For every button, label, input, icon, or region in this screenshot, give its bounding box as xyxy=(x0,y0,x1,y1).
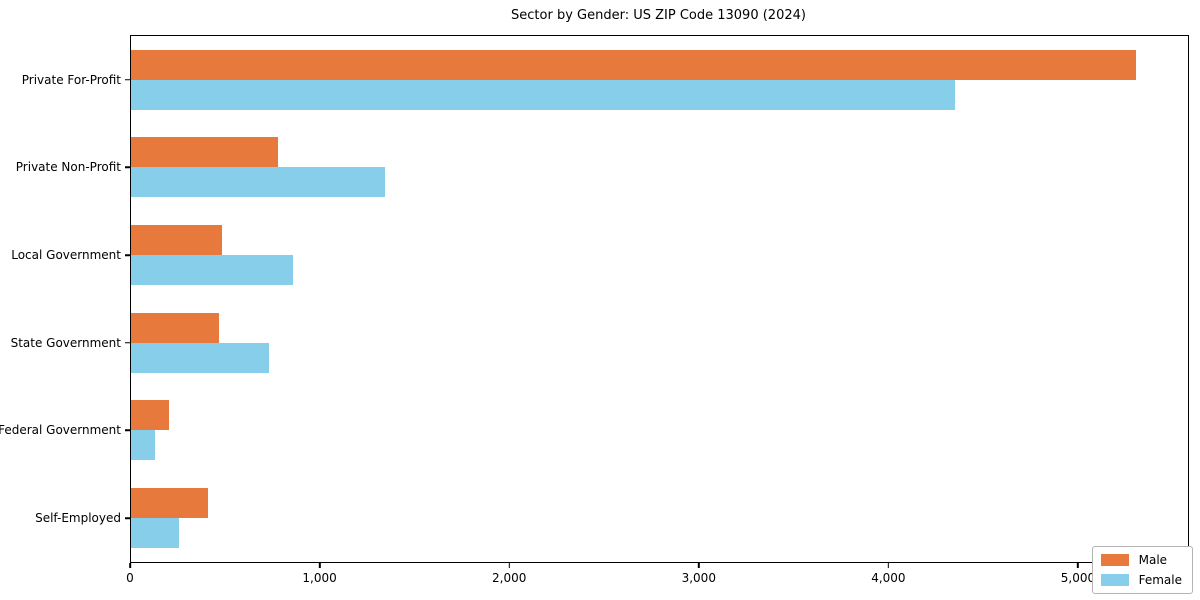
y-tick-mark xyxy=(124,254,130,256)
male-bar xyxy=(131,312,220,343)
female-bar xyxy=(131,342,270,373)
y-tick-mark xyxy=(124,517,130,519)
bar-group: Self-Employed xyxy=(35,474,1188,562)
x-tick: 5,000 xyxy=(1060,562,1096,585)
x-tick-mark xyxy=(887,562,890,568)
y-tick-mark xyxy=(124,429,130,432)
male-bar xyxy=(131,49,1136,80)
y-tick-mark xyxy=(124,79,130,81)
male-bar xyxy=(131,225,222,256)
legend-label: Male xyxy=(1138,553,1168,567)
x-tick-label: 2,000 xyxy=(492,570,527,585)
x-tick: 1,000 xyxy=(302,562,337,585)
legend-item: Male xyxy=(1100,553,1182,567)
bar-group: Private For-Profit xyxy=(22,36,1188,124)
legend-item: Female xyxy=(1100,573,1182,587)
category-label: Local Government xyxy=(11,248,121,263)
category-label: Private For-Profit xyxy=(21,72,121,87)
legend-label: Female xyxy=(1138,573,1182,587)
plot-area: Private For-Profit Private Non-Profit Loca… xyxy=(0,35,1189,563)
x-tick: 4,000 xyxy=(871,562,906,585)
y-tick-mark xyxy=(124,166,130,169)
x-tick: 0 xyxy=(126,562,134,585)
x-tick-label: 0 xyxy=(126,570,134,585)
x-tick-mark xyxy=(318,562,321,568)
x-tick-label: 4,000 xyxy=(871,570,906,585)
legend: Male Female xyxy=(1091,546,1193,594)
category-label: Self-Employed xyxy=(35,511,121,526)
x-tick: 3,000 xyxy=(681,562,716,585)
y-tick-mark xyxy=(124,342,130,344)
x-tick-mark xyxy=(1077,562,1079,568)
bar-group: Local Government xyxy=(11,211,1188,299)
bar-group: State Government xyxy=(11,299,1188,387)
male-bar xyxy=(131,488,208,519)
female-bar xyxy=(131,518,180,549)
female-bar xyxy=(131,167,386,198)
category-label: Private Non-Profit xyxy=(15,160,121,175)
x-tick-mark xyxy=(508,562,510,568)
x-tick-mark xyxy=(698,562,700,568)
x-axis: 0 1,000 2,000 3,000 4,000 5,000 xyxy=(126,562,1187,593)
x-tick-label: 1,000 xyxy=(302,570,337,585)
female-bar xyxy=(131,79,955,110)
male-legend-swatch xyxy=(1100,554,1129,566)
female-legend-swatch xyxy=(1100,574,1129,586)
bar-group: Private Non-Profit xyxy=(16,124,1188,212)
x-tick-label: 3,000 xyxy=(681,570,716,585)
male-bar xyxy=(131,137,278,168)
x-tick-mark xyxy=(129,562,131,568)
bar-group: Federal Government xyxy=(0,387,1188,475)
female-bar xyxy=(131,430,155,461)
male-bar xyxy=(131,400,169,431)
category-label: Federal Government xyxy=(0,423,121,438)
category-label: State Government xyxy=(10,335,121,350)
chart-title: Sector by Gender: US ZIP Code 13090 (202… xyxy=(511,8,806,23)
x-tick-label: 5,000 xyxy=(1060,570,1096,585)
female-bar xyxy=(131,255,294,286)
x-tick: 2,000 xyxy=(492,562,527,585)
